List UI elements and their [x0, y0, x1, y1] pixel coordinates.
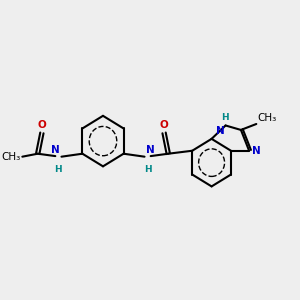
Text: H: H — [221, 113, 229, 122]
Text: N: N — [216, 126, 225, 136]
Text: O: O — [38, 120, 46, 130]
Text: CH₃: CH₃ — [258, 112, 277, 122]
Text: H: H — [54, 165, 61, 174]
Text: N: N — [253, 146, 261, 156]
Text: O: O — [160, 120, 169, 130]
Text: N: N — [51, 145, 60, 155]
Text: CH₃: CH₃ — [2, 152, 21, 162]
Text: N: N — [146, 145, 155, 155]
Text: H: H — [145, 165, 152, 174]
